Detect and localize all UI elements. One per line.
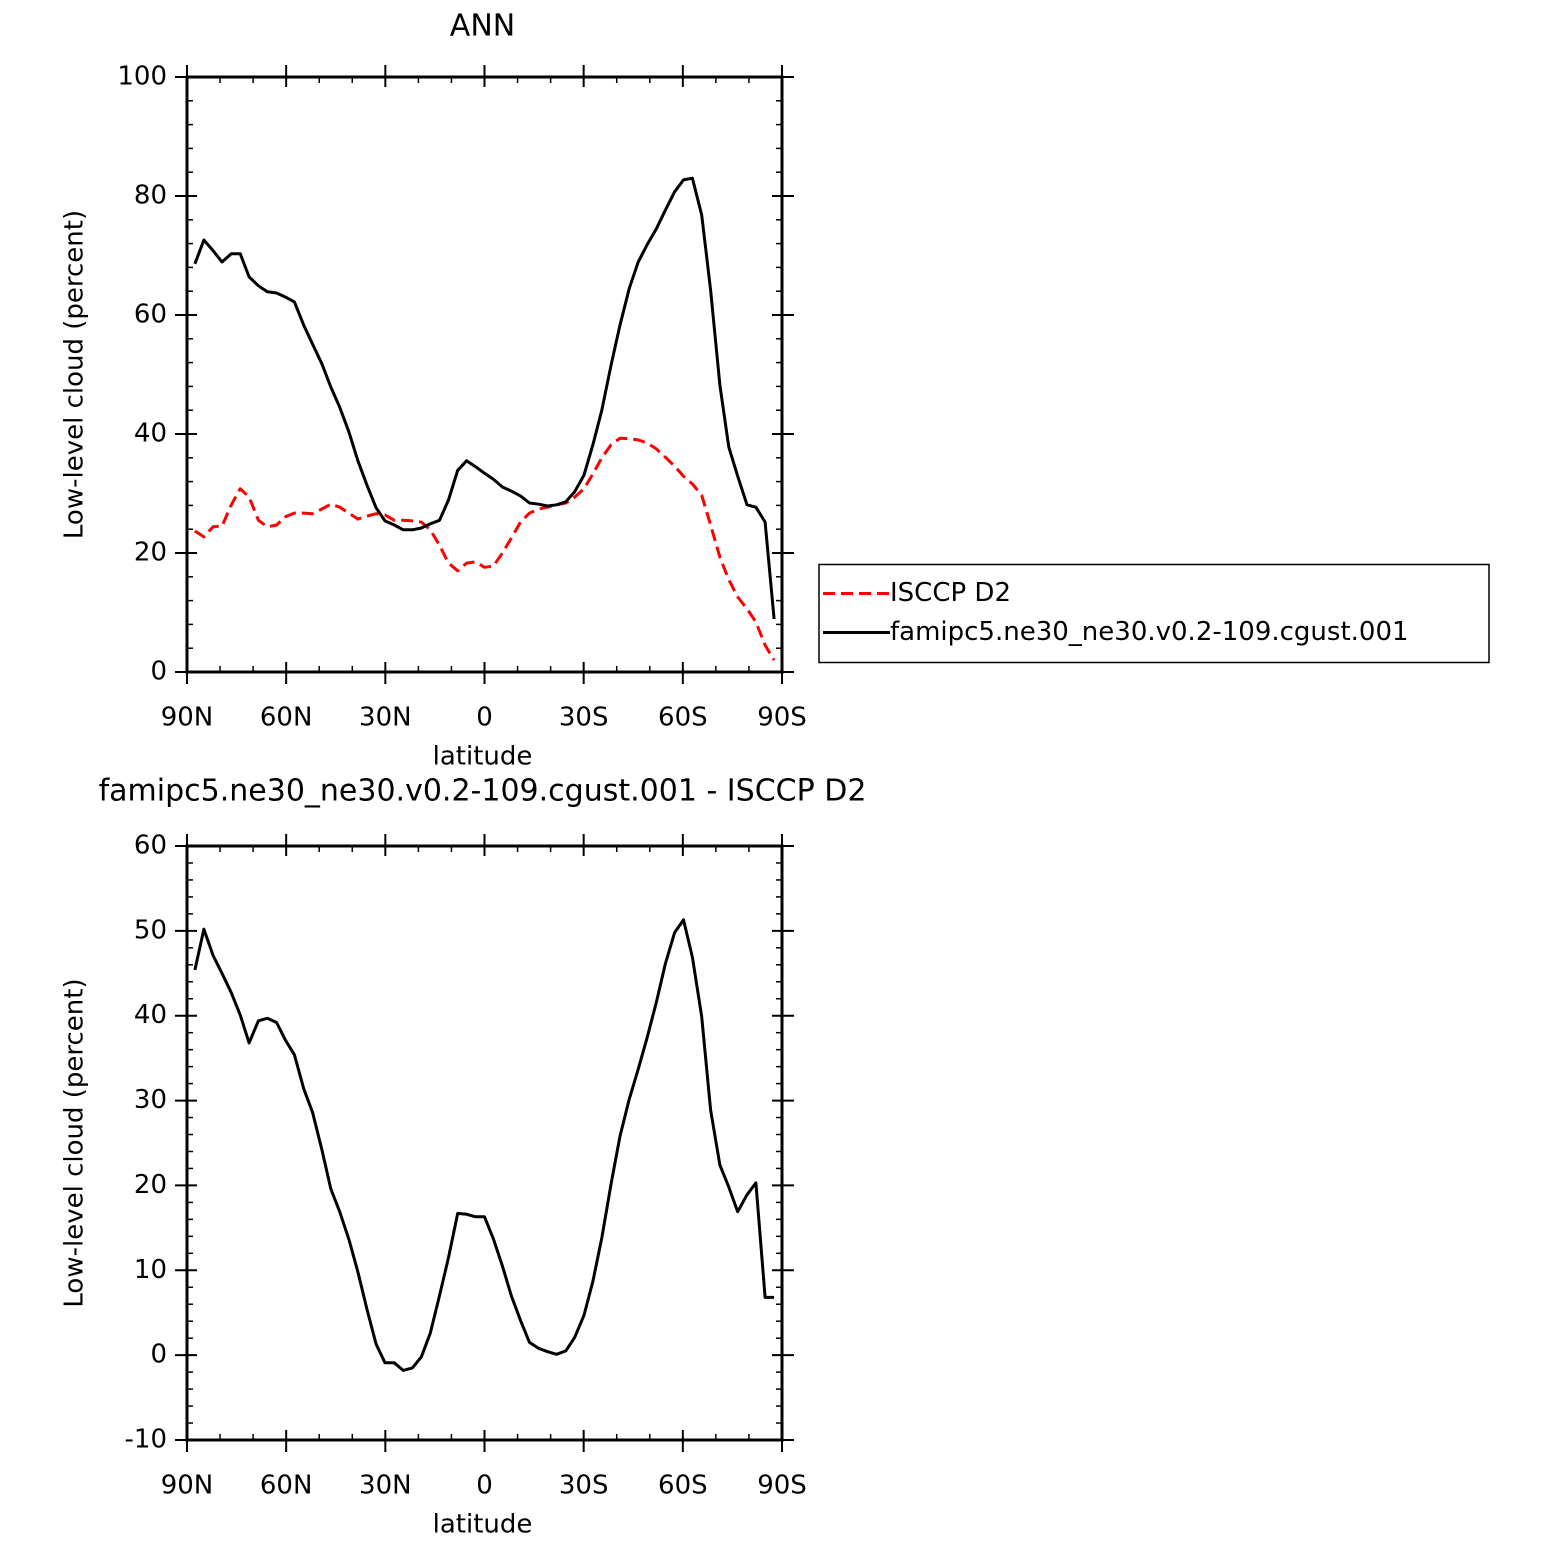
x-tick-label: 90S	[757, 703, 807, 733]
plot-frame	[185, 75, 784, 674]
y-tick-label: 50	[134, 915, 167, 945]
legend-box	[818, 563, 1490, 664]
y-tick-label: 0	[150, 657, 167, 687]
y-tick-label: 30	[134, 1085, 167, 1115]
x-tick-label: 30S	[559, 1471, 609, 1501]
x-tick-label: 90N	[161, 703, 214, 733]
data-line	[193, 176, 776, 620]
chart-title: ANN	[450, 9, 515, 44]
legend-label: famipc5.ne30_ne30.v0.2-109.cgust.001	[890, 617, 1409, 647]
y-tick-label: 20	[134, 538, 167, 568]
data-line	[194, 436, 776, 661]
panel: ANN latitude Low-level cloud (percent) 0 20 4…	[60, 9, 1490, 772]
x-tick-label: 30N	[359, 1471, 412, 1501]
y-axis-label: Low-level cloud (percent)	[60, 210, 90, 539]
y-tick-label: 10	[134, 1255, 167, 1285]
x-tick-label: 60S	[658, 1471, 708, 1501]
x-tick-label: 60N	[260, 703, 313, 733]
y-axis-label: Low-level cloud (percent)	[60, 978, 90, 1307]
x-tick-label: 90N	[161, 1471, 214, 1501]
y-tick-label: -10	[125, 1425, 167, 1455]
legend-label: ISCCP D2	[890, 578, 1011, 608]
x-axis-label: latitude	[433, 742, 533, 772]
y-tick-label: 40	[134, 1000, 167, 1030]
x-tick-label: 30N	[359, 703, 412, 733]
y-tick-label: 0	[150, 1340, 167, 1370]
y-tick-label: 80	[134, 181, 167, 211]
data-line	[193, 918, 775, 1372]
plot-frame	[185, 844, 784, 1442]
chart-title: famipc5.ne30_ne30.v0.2-109.cgust.001 - I…	[99, 774, 867, 809]
x-tick-label: 0	[476, 703, 493, 733]
x-tick-label: 60N	[260, 1471, 313, 1501]
y-tick-label: 60	[134, 831, 167, 861]
y-tick-label: 40	[134, 419, 167, 449]
y-tick-label: 100	[117, 62, 167, 92]
x-axis-label: latitude	[433, 1510, 533, 1540]
x-tick-label: 30S	[559, 703, 609, 733]
x-tick-label: 90S	[757, 1471, 807, 1501]
x-tick-label: 0	[476, 1471, 493, 1501]
x-tick-label: 60S	[658, 703, 708, 733]
legend: ISCCP D2 famipc5.ne30_ne30.v0.2-109.cgust…	[818, 563, 1490, 664]
y-tick-label: 20	[134, 1170, 167, 1200]
panel: famipc5.ne30_ne30.v0.2-109.cgust.001 - I…	[60, 774, 867, 1540]
y-tick-label: 60	[134, 300, 167, 330]
